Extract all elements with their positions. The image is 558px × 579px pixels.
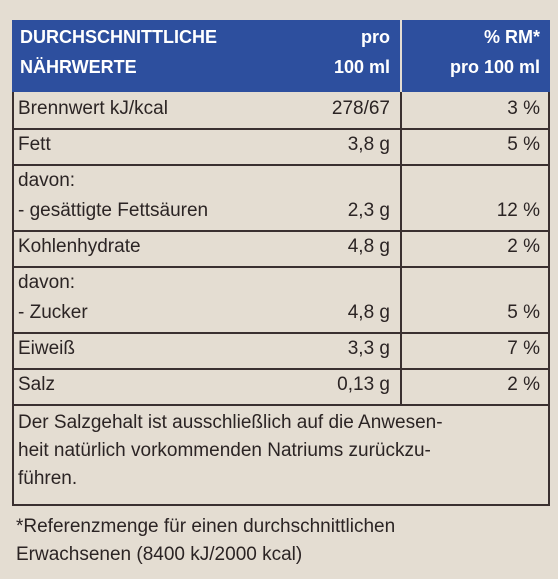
note-text: heit natürlich vorkommenden Natriums zur… — [18, 440, 431, 461]
row-rm: 2 % — [507, 374, 540, 395]
note-left — [12, 404, 14, 504]
row-label: davon: — [18, 170, 76, 191]
row-line — [12, 404, 550, 406]
border-left — [12, 92, 14, 404]
row-line — [12, 128, 550, 130]
row-value: 278/67 — [331, 98, 390, 119]
row-value: 3,8 g — [347, 134, 390, 155]
header-per: 100 ml — [333, 57, 390, 77]
row-rm: 12 % — [496, 200, 540, 221]
row-line — [12, 368, 550, 370]
note-text: führen. — [18, 468, 78, 489]
row-label: Brennwert kJ/kcal — [18, 98, 168, 119]
row-label: Fett — [18, 134, 51, 155]
note-text: Der Salzgehalt ist ausschließlich auf di… — [18, 412, 443, 433]
row-rm: 5 % — [507, 302, 540, 323]
header-band — [12, 20, 550, 92]
row-line — [12, 230, 550, 232]
column-divider — [400, 332, 402, 368]
row-rm: 5 % — [507, 134, 540, 155]
header-divider — [400, 20, 402, 92]
row-label: - gesättigte Fettsäuren — [18, 200, 209, 221]
footnote-text: *Referenzmenge für einen durchschnittlic… — [16, 516, 396, 537]
row-label: Eiweiß — [18, 338, 76, 359]
column-divider — [400, 266, 402, 332]
header-rm: pro 100 ml — [449, 57, 540, 77]
row-value: 4,8 g — [347, 236, 390, 257]
row-line — [12, 332, 550, 334]
border-right — [548, 92, 550, 404]
row-rm: 7 % — [507, 338, 540, 359]
column-divider — [400, 128, 402, 164]
column-divider — [400, 164, 402, 230]
note-line — [12, 504, 550, 506]
header-rm: % RM* — [483, 27, 540, 47]
row-rm: 3 % — [507, 98, 540, 119]
row-value: 4,8 g — [347, 302, 390, 323]
row-label: Kohlenhydrate — [18, 236, 141, 257]
note-right — [548, 404, 550, 504]
row-line — [12, 164, 550, 166]
row-label: davon: — [18, 272, 76, 293]
header-nutrient: DURCHSCHNITTLICHE — [20, 27, 217, 47]
row-label: - Zucker — [18, 302, 88, 323]
header-per: pro — [361, 27, 390, 47]
footnote-text: Erwachsenen (8400 kJ/2000 kcal) — [16, 544, 303, 565]
row-label: Salz — [18, 374, 55, 395]
row-value: 2,3 g — [347, 200, 390, 221]
row-rm: 2 % — [507, 236, 540, 257]
row-value: 3,3 g — [347, 338, 390, 359]
column-divider — [400, 92, 402, 128]
column-divider — [400, 230, 402, 266]
row-line — [12, 266, 550, 268]
column-divider — [400, 368, 402, 404]
header-nutrient: NÄHRWERTE — [20, 57, 137, 77]
row-value: 0,13 g — [337, 374, 390, 395]
